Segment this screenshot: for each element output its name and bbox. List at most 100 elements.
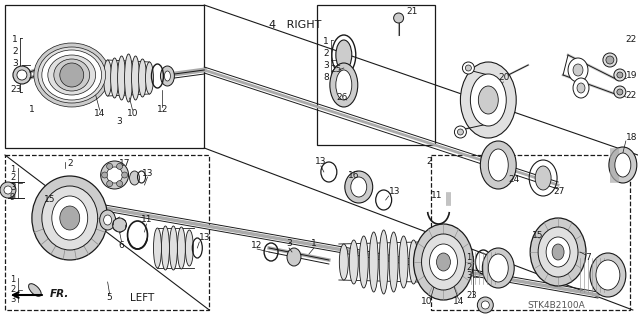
Ellipse shape [351,177,367,197]
Text: 24: 24 [508,175,520,184]
Ellipse shape [606,56,614,64]
Ellipse shape [481,301,490,309]
Ellipse shape [129,171,140,185]
Ellipse shape [100,161,129,189]
Bar [431,155,630,310]
Text: 12: 12 [252,241,263,249]
Ellipse shape [577,83,585,93]
Ellipse shape [125,54,132,102]
Text: 2: 2 [12,48,17,56]
Text: 15: 15 [44,196,56,204]
Ellipse shape [603,53,617,67]
Ellipse shape [379,230,388,294]
Text: 14: 14 [452,298,464,307]
Text: 11: 11 [431,191,442,201]
Ellipse shape [4,186,12,194]
Ellipse shape [287,248,301,266]
Text: 13: 13 [315,158,326,167]
Ellipse shape [100,210,116,230]
Ellipse shape [13,66,31,84]
Ellipse shape [409,240,418,284]
Ellipse shape [104,215,111,225]
Ellipse shape [116,163,123,169]
Ellipse shape [552,244,564,260]
Text: 19: 19 [626,70,637,79]
Text: 2: 2 [467,263,472,271]
Ellipse shape [535,166,551,190]
Ellipse shape [609,147,637,183]
Ellipse shape [116,181,123,187]
Text: 3: 3 [10,183,15,192]
Text: 10: 10 [420,298,432,307]
Ellipse shape [460,62,516,138]
Ellipse shape [345,171,372,203]
Ellipse shape [48,55,95,95]
Ellipse shape [465,65,472,71]
Ellipse shape [34,43,109,107]
Text: 20: 20 [499,73,509,83]
Ellipse shape [113,218,127,232]
Ellipse shape [488,149,508,181]
Ellipse shape [399,236,408,288]
Text: 3: 3 [10,295,15,305]
Ellipse shape [546,237,570,267]
Text: 16: 16 [348,170,360,180]
Ellipse shape [422,234,465,290]
Text: 17: 17 [119,159,131,167]
Text: 2: 2 [68,159,74,167]
Text: 25: 25 [331,65,342,75]
Text: 3: 3 [323,62,328,70]
Ellipse shape [38,47,106,103]
Text: 2: 2 [10,174,15,182]
Text: 26: 26 [337,93,348,102]
Ellipse shape [568,58,588,82]
Ellipse shape [454,126,467,138]
Ellipse shape [339,244,348,280]
Ellipse shape [32,176,108,260]
Ellipse shape [359,236,368,288]
Ellipse shape [596,260,620,290]
Ellipse shape [573,78,589,98]
Ellipse shape [530,218,586,286]
Text: 13: 13 [388,188,400,197]
Bar [5,5,204,148]
Ellipse shape [60,206,80,230]
Ellipse shape [538,227,578,277]
Ellipse shape [52,196,88,240]
Ellipse shape [111,58,118,98]
Ellipse shape [154,228,161,268]
Ellipse shape [436,253,451,271]
Ellipse shape [481,141,516,189]
Ellipse shape [463,62,474,74]
Ellipse shape [60,63,84,87]
Ellipse shape [107,181,113,187]
Text: 2: 2 [10,286,15,294]
Ellipse shape [336,70,352,100]
Bar [5,155,209,310]
Ellipse shape [429,244,458,280]
Ellipse shape [29,284,41,296]
Ellipse shape [161,226,170,270]
Text: 3: 3 [467,271,472,280]
Text: 18: 18 [626,133,637,143]
Text: 13: 13 [199,234,211,242]
Ellipse shape [614,86,626,98]
Text: 14: 14 [94,108,106,117]
Text: 23: 23 [10,85,21,94]
Text: 7: 7 [585,254,591,263]
Ellipse shape [145,62,154,94]
Text: 1: 1 [12,35,18,44]
Text: 12: 12 [157,106,168,115]
Text: 1: 1 [29,106,35,115]
Ellipse shape [0,182,16,198]
Ellipse shape [132,56,140,100]
Text: 9: 9 [10,192,15,202]
Text: 6: 6 [118,241,124,249]
Ellipse shape [107,167,123,183]
Text: FR.: FR. [50,289,69,299]
Text: 8: 8 [323,73,328,83]
Text: 3: 3 [116,117,122,127]
Text: 21: 21 [406,8,418,17]
Text: 5: 5 [107,293,113,302]
Ellipse shape [488,254,508,282]
